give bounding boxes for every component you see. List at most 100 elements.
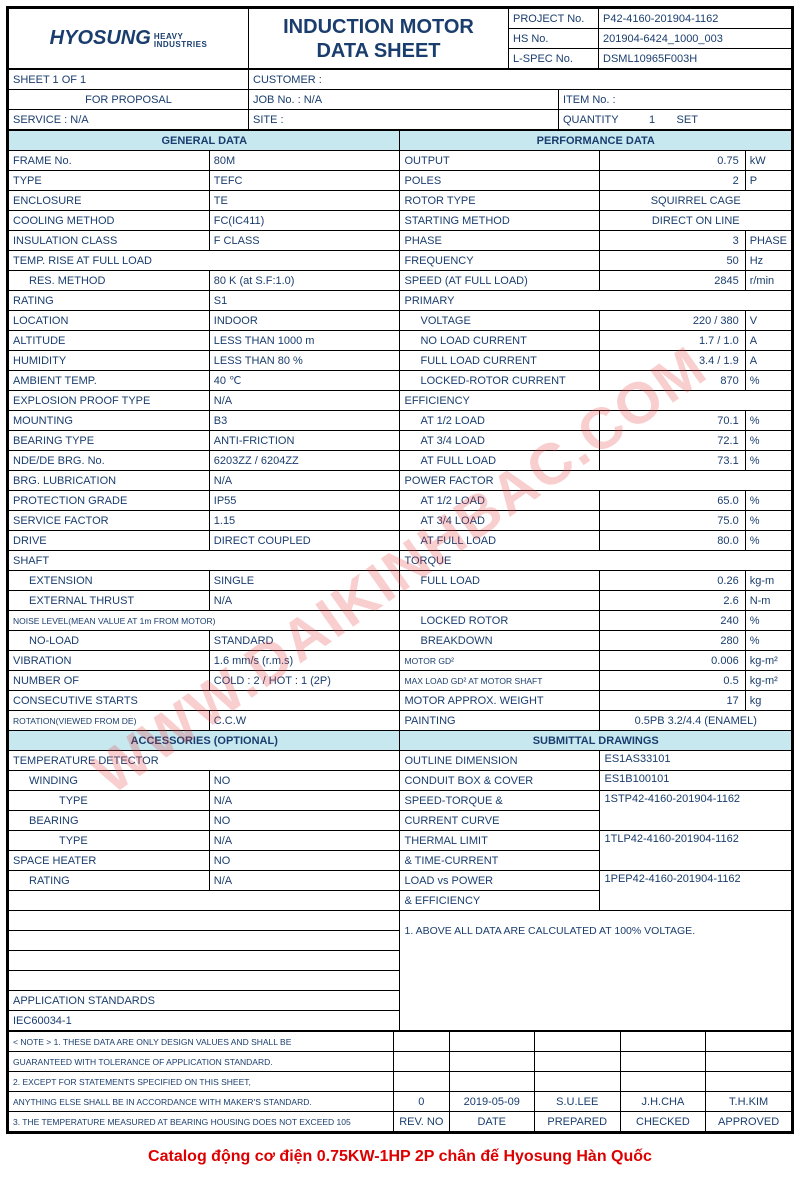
acc-value: N/A bbox=[209, 831, 400, 851]
perf-label: PRIMARY bbox=[400, 291, 792, 311]
sign-cell: 2019-05-09 bbox=[449, 1092, 534, 1112]
sign-cell: J.H.CHA bbox=[620, 1092, 706, 1112]
sign-cell: APPROVED bbox=[706, 1112, 792, 1132]
gen-value: IP55 bbox=[209, 491, 400, 511]
perf-label: PHASE bbox=[400, 231, 600, 251]
acc-label: WINDING bbox=[9, 771, 210, 791]
gen-value: 40 ℃ bbox=[209, 371, 400, 391]
perf-label: STARTING METHOD bbox=[400, 211, 600, 231]
gen-value: S1 bbox=[209, 291, 400, 311]
note-line: < NOTE > 1. THESE DATA ARE ONLY DESIGN V… bbox=[9, 1032, 394, 1052]
gen-label: VIBRATION bbox=[9, 651, 210, 671]
gen-label: TEMP. RISE AT FULL LOAD bbox=[9, 251, 400, 271]
sign-cell: PREPARED bbox=[534, 1112, 620, 1132]
acc-label bbox=[9, 951, 400, 971]
perf-value: 2 bbox=[600, 171, 745, 191]
perf-unit: V bbox=[745, 311, 791, 331]
perf-label: BREAKDOWN bbox=[400, 631, 600, 651]
gen-value: N/A bbox=[209, 391, 400, 411]
perf-value: 75.0 bbox=[600, 511, 745, 531]
gen-value: COLD : 2 / HOT : 1 (2P) bbox=[209, 671, 400, 691]
hs-val: 201904-6424_1000_003 bbox=[599, 29, 792, 49]
sign-cell: CHECKED bbox=[620, 1112, 706, 1132]
perf-label: AT 1/2 LOAD bbox=[400, 411, 600, 431]
gen-value: 80M bbox=[209, 151, 400, 171]
gen-value: TE bbox=[209, 191, 400, 211]
perf-value: 2845 bbox=[600, 271, 745, 291]
perf-value: 0.75 bbox=[600, 151, 745, 171]
gen-label: LOCATION bbox=[9, 311, 210, 331]
gen-value: 80 K (at S.F:1.0) bbox=[209, 271, 400, 291]
perf-value: 3 bbox=[600, 231, 745, 251]
sub-label: SPEED-TORQUE & bbox=[400, 791, 600, 811]
sign-cell: 0 bbox=[394, 1092, 450, 1112]
logo-sub: HEAVYINDUSTRIES bbox=[154, 33, 207, 49]
perf-label: LOCKED-ROTOR CURRENT bbox=[400, 371, 600, 391]
acc-label: RATING bbox=[9, 871, 210, 891]
site: SITE : bbox=[249, 110, 559, 130]
sub-value: 1TLP42-4160-201904-1162 bbox=[600, 831, 792, 871]
lspec-val: DSML10965F003H bbox=[599, 49, 792, 69]
gen-label: RES. METHOD bbox=[9, 271, 210, 291]
sign-cell bbox=[394, 1072, 450, 1092]
perf-value: SQUIRREL CAGE bbox=[600, 191, 792, 211]
perf-label: AT FULL LOAD bbox=[400, 531, 600, 551]
perf-value: DIRECT ON LINE bbox=[600, 211, 792, 231]
perf-unit: Hz bbox=[745, 251, 791, 271]
gen-label: BEARING TYPE bbox=[9, 431, 210, 451]
perf-value: 0.26 bbox=[600, 571, 745, 591]
perf-unit: kg bbox=[745, 691, 791, 711]
proposal: FOR PROPOSAL bbox=[9, 90, 249, 110]
acc-label: TEMPERATURE DETECTOR bbox=[9, 751, 400, 771]
perf-unit: % bbox=[745, 411, 791, 431]
perf-label: SPEED (AT FULL LOAD) bbox=[400, 271, 600, 291]
perf-header: PERFORMANCE DATA bbox=[400, 131, 792, 151]
sign-cell bbox=[449, 1072, 534, 1092]
gen-value: LESS THAN 1000 m bbox=[209, 331, 400, 351]
sign-cell bbox=[620, 1072, 706, 1092]
perf-label: AT FULL LOAD bbox=[400, 451, 600, 471]
qty: QUANTITY 1 SET bbox=[559, 110, 792, 130]
perf-label: PAINTING bbox=[400, 711, 600, 731]
gen-label: EXTENSION bbox=[9, 571, 210, 591]
gen-label: AMBIENT TEMP. bbox=[9, 371, 210, 391]
perf-label: VOLTAGE bbox=[400, 311, 600, 331]
perf-value: 70.1 bbox=[600, 411, 745, 431]
sign-cell bbox=[534, 1072, 620, 1092]
perf-label: NO LOAD CURRENT bbox=[400, 331, 600, 351]
acc-value: N/A bbox=[209, 791, 400, 811]
gen-label: ALTITUDE bbox=[9, 331, 210, 351]
qty-label: QUANTITY bbox=[563, 114, 618, 126]
acc-label: APPLICATION STANDARDS bbox=[9, 991, 400, 1011]
perf-value: 50 bbox=[600, 251, 745, 271]
sub-label: & EFFICIENCY bbox=[400, 891, 600, 911]
acc-label bbox=[9, 931, 400, 951]
gen-label: CONSECUTIVE STARTS bbox=[9, 691, 400, 711]
gen-label: DRIVE bbox=[9, 531, 210, 551]
gen-value: DIRECT COUPLED bbox=[209, 531, 400, 551]
gen-value: B3 bbox=[209, 411, 400, 431]
perf-label: MOTOR GD² bbox=[400, 651, 600, 671]
perf-value: 240 bbox=[600, 611, 745, 631]
hs-label: HS No. bbox=[509, 29, 599, 49]
perf-value: 870 bbox=[600, 371, 745, 391]
perf-label: AT 3/4 LOAD bbox=[400, 511, 600, 531]
gen-label: RATING bbox=[9, 291, 210, 311]
acc-label: SPACE HEATER bbox=[9, 851, 210, 871]
gen-value: 6203ZZ / 6204ZZ bbox=[209, 451, 400, 471]
logo-cell: HYOSUNG HEAVYINDUSTRIES bbox=[9, 9, 249, 69]
note-line: ANYTHING ELSE SHALL BE IN ACCORDANCE WIT… bbox=[9, 1092, 394, 1112]
sign-cell bbox=[534, 1032, 620, 1052]
sign-cell bbox=[449, 1032, 534, 1052]
sign-cell bbox=[449, 1052, 534, 1072]
perf-value: 0.5 bbox=[600, 671, 745, 691]
sign-cell bbox=[534, 1052, 620, 1072]
perf-unit: % bbox=[745, 531, 791, 551]
perf-label bbox=[400, 591, 600, 611]
perf-value: 73.1 bbox=[600, 451, 745, 471]
acc-label: BEARING bbox=[9, 811, 210, 831]
perf-value: 72.1 bbox=[600, 431, 745, 451]
acc-value: NO bbox=[209, 771, 400, 791]
title: INDUCTION MOTORDATA SHEET bbox=[249, 9, 509, 69]
gen-label: HUMIDITY bbox=[9, 351, 210, 371]
